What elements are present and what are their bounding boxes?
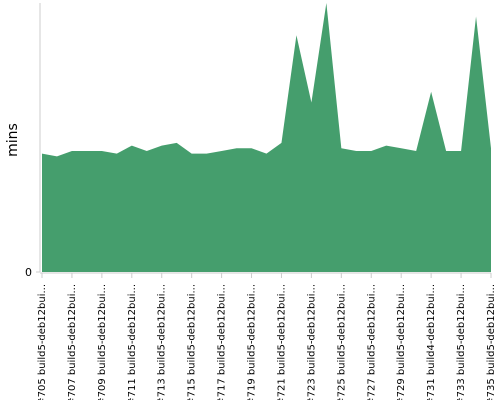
x-tick-label: #731 build4-deb12bui... [426, 284, 437, 400]
x-tick-label: #717 build5-deb12bui... [217, 284, 228, 400]
x-tick-label: #725 build5-deb12bui... [336, 284, 347, 400]
x-tick-label: #715 build5-deb12bui... [187, 284, 198, 400]
x-tick-label: #727 build5-deb12bui... [366, 284, 377, 400]
x-tick-label: #707 build5-deb12bui... [67, 284, 78, 400]
x-tick-label: #721 build5-deb12bui... [276, 284, 287, 400]
x-tick-label: #729 build5-deb12bui... [396, 284, 407, 400]
area [42, 3, 491, 272]
y-axis-label: mins [5, 123, 21, 157]
x-tick-label: #705 build5-deb12bui... [37, 284, 48, 400]
x-tick-label: #709 build5-deb12bui... [97, 284, 108, 400]
x-tick-label: #723 build5-deb12bui... [306, 284, 317, 400]
x-tick-label: #719 build5-deb12bui... [247, 284, 258, 400]
x-tick-label: #733 build5-deb12bui... [456, 284, 467, 400]
x-tick-label: #713 build5-deb12bui... [157, 284, 168, 400]
x-tick-label: #711 build5-deb12bui... [127, 284, 138, 400]
x-tick-label: #735 build5-deb12bui... [486, 284, 497, 400]
y-tick-label: 0 [25, 266, 32, 279]
